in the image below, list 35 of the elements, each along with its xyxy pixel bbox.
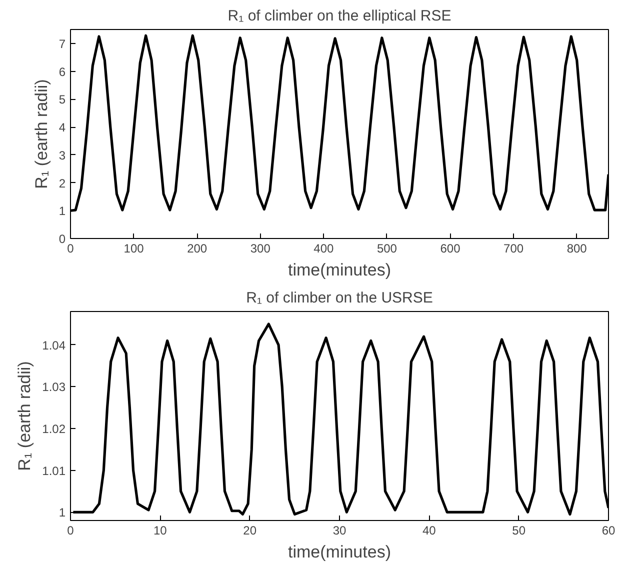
x-tick-label: 100	[124, 242, 144, 256]
x-axis-title: time(minutes)	[288, 542, 391, 562]
x-tick-label: 200	[187, 242, 208, 256]
y-tick-label: 3	[58, 148, 66, 162]
x-tick-label: 50	[512, 524, 526, 538]
chart-title: R₁ of climber on the elliptical RSE	[228, 8, 452, 24]
x-tick-label: 10	[153, 524, 168, 538]
x-axis-title: time(minutes)	[288, 260, 391, 280]
x-tick-label: 300	[250, 242, 271, 256]
x-tick-label: 700	[504, 242, 524, 256]
y-tick-label: 5	[58, 92, 66, 107]
x-tick-label: 60	[602, 524, 616, 538]
y-axis-title: R₁ (earth radii)	[32, 79, 51, 189]
x-tick-label: 800	[566, 242, 588, 256]
y-axis-title: R₁ (earth radii)	[15, 361, 34, 471]
y-tick-label: 1.01	[42, 464, 66, 478]
x-tick-label: 20	[243, 524, 257, 538]
chart-title: R₁ of climber on the USRSE	[246, 290, 433, 306]
x-tick-label: 400	[314, 242, 334, 256]
x-tick-label: 600	[440, 242, 461, 256]
y-tick-label: 4	[58, 120, 66, 135]
x-tick-label: 30	[332, 524, 346, 538]
y-tick-label: 1	[58, 204, 66, 218]
y-tick-label: 1.02	[42, 422, 66, 436]
y-tick-label: 2	[58, 176, 66, 190]
y-tick-label: 0	[58, 232, 66, 246]
y-tick-label: 1.03	[42, 380, 66, 394]
x-tick-label: 500	[376, 242, 398, 256]
x-tick-label: 40	[422, 524, 436, 538]
x-tick-label: 0	[67, 242, 74, 256]
y-tick-label: 1	[58, 506, 66, 520]
x-tick-label: 0	[67, 524, 74, 538]
y-tick-label: 7	[58, 36, 66, 51]
y-tick-label: 1.04	[42, 338, 66, 352]
y-tick-label: 6	[58, 64, 66, 79]
